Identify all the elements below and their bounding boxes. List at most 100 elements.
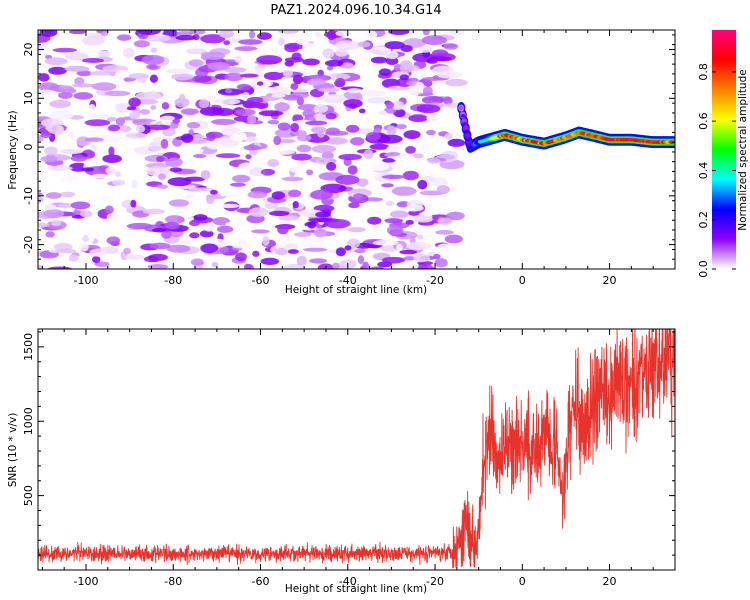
spectrogram-cell [215,153,241,159]
spectrogram-cell [116,34,132,41]
spectrogram-cell [366,96,387,104]
spectrogram-cell [334,77,346,88]
spectrogram-cell [358,108,366,114]
spectrogram-cell [391,186,417,196]
snr-plot: -100 -80 -60 -40 -20 0 20 500 1000 1500 Height of… [7,328,676,595]
spectrogram-cell [431,49,449,57]
spectrogram-cell [335,174,360,185]
spectrogram-cell [417,179,428,190]
spectrogram-cell [399,249,418,255]
spectrogram-cell [382,158,396,163]
spectrogram-cell [124,254,146,260]
spectrogram-cell [324,59,344,67]
spectrogram-cell [417,234,424,240]
spectrogram-cell [270,149,295,155]
spectrogram-cell [142,208,166,215]
spectrogram-cell [408,210,420,216]
spectrogram-x-tick-label: 0 [519,274,526,287]
spectrogram-cell [90,173,110,179]
spectrogram-cell [232,30,247,35]
spectrogram-cell [243,144,261,151]
spectrogram-cell [343,98,363,108]
spectrogram-cell [302,247,328,252]
spectrogram-cell [209,189,218,195]
spectrogram-cell [45,231,55,238]
spectrogram-cell [305,120,328,126]
spectrogram-cell [252,250,260,257]
spectrogram-cell [260,257,280,266]
spectrogram-cell [326,65,334,71]
spectrogram-x-tick-label: 20 [603,274,617,287]
spectrogram-cell [106,236,121,245]
spectrogram-cell [335,30,352,37]
spectrogram-cell [314,31,321,38]
spectrogram-cell [431,177,448,187]
spectrogram-cell [51,219,62,227]
spectrogram-cell [174,97,190,108]
spectrogram-cell [284,243,299,252]
spectrogram-cell [325,219,351,229]
spectrogram-cell [176,31,194,36]
spectrogram-cell [408,114,428,123]
spectrogram-cell [425,199,448,208]
snr-x-tick-label: 0 [519,575,526,588]
spectrogram-cell [372,239,399,246]
spectrogram-cell [44,204,57,211]
spectrogram-cell [245,102,266,109]
spectrogram-cell [148,64,158,70]
spectrogram-y-label: Frequency (Hz) [7,110,19,189]
spectrogram-cell [102,154,122,163]
spectrogram-cell [185,48,207,55]
spectrogram-cell [284,44,299,53]
spectrogram-cell [106,212,120,221]
snr-y-tick-label: 1000 [22,407,35,435]
spectrogram-cell [254,64,266,72]
spectrogram-cell [146,124,170,131]
spectrogram-cell [255,156,269,163]
spectrogram-cell [47,124,64,135]
spectrogram-cell [141,54,165,65]
spectrogram-cell [444,78,468,87]
spectrogram-cell [64,65,90,72]
spectrogram-cell [418,46,432,53]
snr-x-tick-label: -80 [164,575,182,588]
spectrogram-cell [355,95,363,101]
spectrogram-cell [315,211,331,218]
spectrogram-cell [60,191,76,198]
spectrogram-cell [160,115,176,121]
snr-x-tick-label: 20 [603,575,617,588]
spectrogram-cell [345,124,360,133]
spectrogram-cell [245,154,252,160]
spectrogram-cell [84,137,104,142]
spectrogram-cell [309,258,327,264]
spectrogram-cell [283,263,305,269]
spectrogram-cell [421,95,445,105]
spectrogram-cell [161,230,172,239]
spectrogram-cell [447,138,466,147]
spectrogram-cell [324,137,348,145]
spectrogram-cell [58,202,74,209]
spectrogram-cell [283,181,298,187]
spectrogram-y-tick-label: 10 [22,91,35,105]
spectrogram-cell [84,119,111,127]
spectrogram-cell [366,162,390,171]
spectrogram-cell [90,114,111,119]
spectrogram-cell [119,81,128,91]
spectrogram-cell [200,169,211,180]
spectrogram-cell [444,234,463,244]
spectrogram-cell [307,217,334,222]
spectrogram-cell [406,199,423,209]
spectrogram-cell [219,203,240,209]
spectrogram-cell [278,37,285,46]
spectrogram-cell [384,41,405,50]
spectrogram-cell [205,131,224,139]
spectrogram-cell [106,116,117,122]
spectrogram-cell [172,117,181,124]
spectrogram-cell [247,96,264,104]
spectrogram-cell [148,141,164,152]
spectrogram-cell [296,134,312,142]
spectrogram-cell [238,162,256,172]
spectrogram-cell [421,76,442,82]
spectrogram-cell [321,94,347,104]
spectrogram-cell [257,32,272,40]
